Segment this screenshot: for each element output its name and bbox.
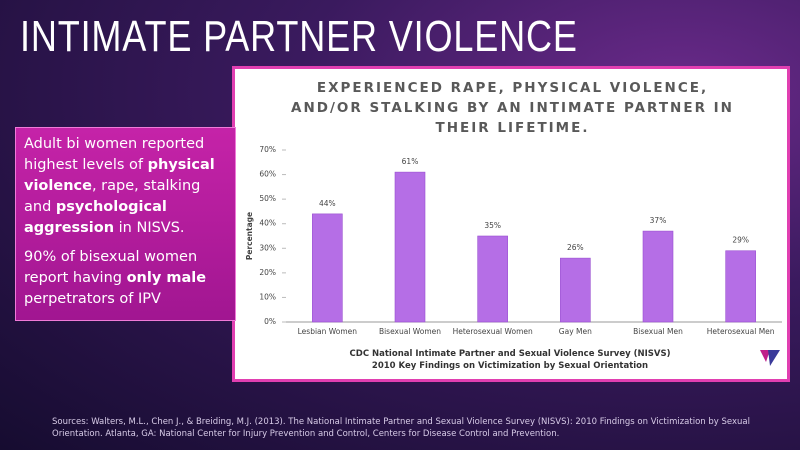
y-tick-label: 70%: [259, 145, 276, 154]
x-tick-label: Heterosexual Men: [707, 327, 775, 336]
bar: [642, 230, 674, 323]
caption-line: 2010 Key Findings on Victimization by Se…: [371, 361, 649, 371]
y-tick-label: 60%: [259, 170, 276, 179]
value-label: 44%: [319, 199, 336, 208]
chart-caption: CDC National Intimate Partner and Sexual…: [340, 348, 680, 372]
text-run: only male: [126, 270, 207, 286]
value-label: 61%: [402, 157, 419, 166]
slide-title: INTIMATE PARTNER VIOLENCE: [20, 12, 578, 61]
x-tick-label: Bisexual Men: [633, 327, 683, 336]
chart-title: EXPERIENCED RAPE, PHYSICAL VIOLENCE, AND…: [291, 80, 734, 136]
text-run: , rape, stalking and: [24, 178, 201, 215]
bar: [560, 257, 591, 323]
y-tick-label: 10%: [259, 292, 276, 301]
sidebar: Adult bi women reported highest levels o…: [15, 127, 236, 321]
y-axis-label: Percentage: [245, 212, 254, 260]
y-tick-label: 50%: [259, 194, 276, 203]
bar: [394, 171, 426, 323]
text-run: 90% of bisexual women report having: [24, 249, 198, 286]
text-run: perpetrators of IPV: [24, 291, 161, 307]
sources: Sources: Walters, M.L., Chen J., & Breid…: [52, 417, 750, 439]
text-run: psychological aggression: [24, 199, 167, 236]
sidebar-paragraph: Adult bi women reported highest levels o…: [24, 134, 227, 239]
bar: [312, 213, 343, 323]
y-tick-label: 40%: [259, 219, 276, 228]
bar: [477, 235, 508, 323]
text-run: physical violence: [24, 157, 215, 194]
y-tick-label: 20%: [259, 268, 276, 277]
value-label: 26%: [567, 243, 584, 252]
caption-line: CDC National Intimate Partner and Sexual…: [349, 349, 671, 359]
y-tick-label: 0%: [264, 317, 276, 326]
x-tick-label: Heterosexual Women: [453, 327, 533, 336]
value-label: 29%: [732, 236, 749, 245]
bar: [725, 250, 756, 323]
text-run: in NISVS.: [114, 220, 185, 236]
x-tick-label: Bisexual Women: [379, 327, 441, 336]
sidebar-paragraph: 90% of bisexual women report having only…: [24, 247, 227, 310]
y-tick-label: 30%: [259, 243, 276, 252]
x-tick-label: Lesbian Women: [298, 327, 358, 336]
x-tick-label: Gay Men: [559, 327, 592, 336]
text-run: Adult bi women reported highest levels o…: [24, 136, 205, 173]
logo: [760, 350, 780, 366]
value-label: 37%: [650, 216, 667, 225]
value-label: 35%: [484, 221, 501, 230]
